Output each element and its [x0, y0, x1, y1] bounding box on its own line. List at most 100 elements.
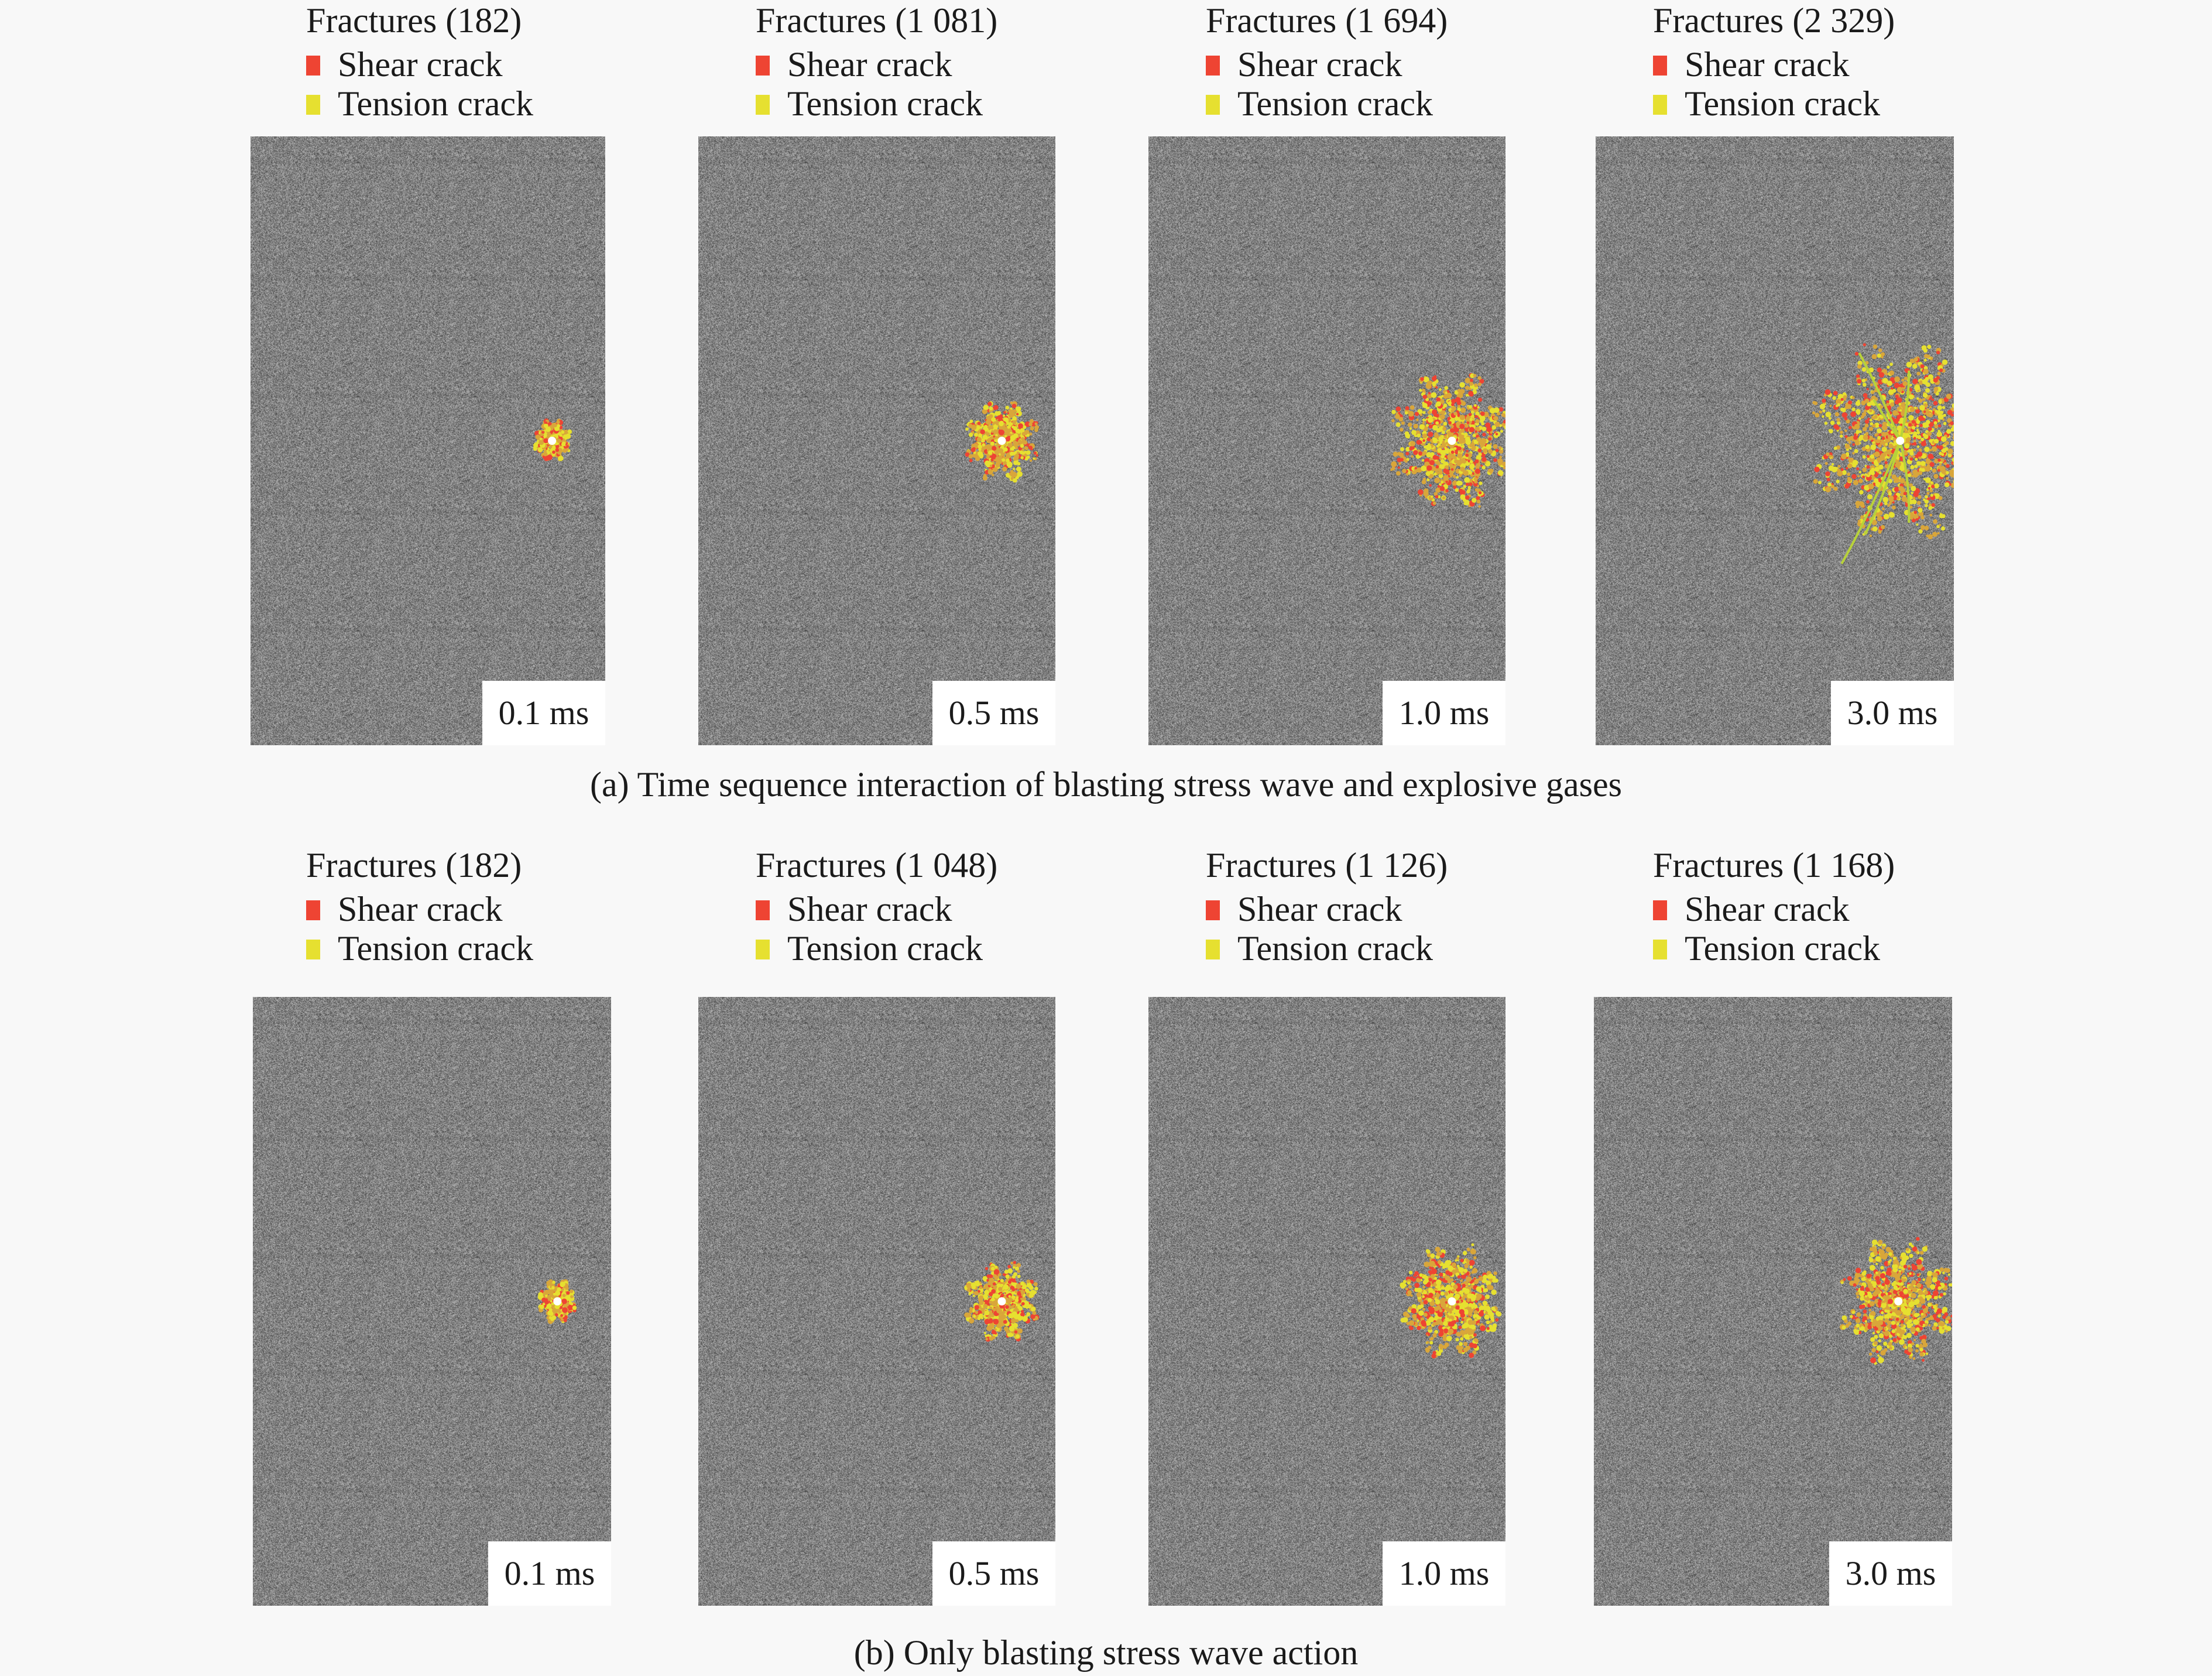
crack-mark — [1906, 437, 1911, 441]
crack-mark — [1435, 1300, 1440, 1304]
crack-mark — [989, 1310, 992, 1313]
crack-mark — [1841, 468, 1844, 471]
crack-mark — [1916, 461, 1921, 466]
crack-mark — [1017, 1305, 1021, 1310]
crack-mark — [1455, 488, 1459, 492]
crack-mark — [1429, 424, 1433, 429]
crack-mark — [540, 433, 543, 436]
crack-mark — [1488, 437, 1491, 441]
crack-mark — [1476, 1286, 1482, 1292]
crack-mark — [1928, 487, 1930, 489]
crack-mark — [1490, 431, 1493, 434]
crack-mark — [1475, 468, 1480, 474]
crack-mark — [1483, 1301, 1488, 1306]
crack-mark — [1926, 412, 1930, 416]
crack-mark — [1921, 525, 1925, 530]
crack-mark — [1013, 1266, 1015, 1269]
crack-mark — [1398, 467, 1400, 469]
crack-mark — [1469, 1266, 1473, 1269]
crack-mark — [1456, 1257, 1459, 1260]
crack-mark — [1453, 1320, 1456, 1324]
crack-mark — [1013, 478, 1017, 483]
crack-mark — [1886, 403, 1889, 406]
crack-mark — [1918, 508, 1922, 513]
crack-mark — [999, 421, 1004, 426]
crack-mark — [1898, 486, 1904, 491]
crack-mark — [1870, 534, 1872, 537]
crack-mark — [1435, 1247, 1440, 1252]
crack-mark — [570, 1290, 573, 1293]
crack-mark — [1022, 1316, 1028, 1322]
crack-mark — [1912, 426, 1915, 429]
crack-mark — [1436, 402, 1441, 407]
crack-mark — [1909, 430, 1911, 433]
crack-mark — [994, 1269, 999, 1274]
crack-mark — [1913, 448, 1916, 451]
crack-mark — [1880, 389, 1882, 391]
crack-mark — [1926, 420, 1930, 424]
crack-mark — [1016, 467, 1021, 472]
crack-mark — [1880, 455, 1885, 460]
crack-mark — [1889, 371, 1895, 376]
crack-mark — [1901, 379, 1904, 382]
simulation-image: 1.0 ms — [1148, 997, 1505, 1606]
crack-mark — [1438, 485, 1441, 488]
crack-mark — [1837, 403, 1840, 407]
crack-mark — [1422, 480, 1426, 485]
crack-mark — [1868, 484, 1874, 489]
crack-mark — [1923, 369, 1929, 374]
simulation-image: 0.5 ms — [698, 136, 1055, 745]
crack-mark — [1946, 429, 1951, 434]
crack-mark — [1837, 471, 1843, 477]
crack-mark — [1916, 372, 1921, 376]
crack-mark — [1813, 479, 1818, 484]
simulation-image: 1.0 ms — [1148, 136, 1505, 745]
crack-mark — [1435, 1290, 1438, 1293]
crack-mark — [1896, 397, 1901, 402]
legend-shear-label: Shear crack — [1237, 889, 1402, 930]
crack-mark — [1013, 1261, 1016, 1264]
crack-mark — [1943, 422, 1947, 426]
crack-mark — [971, 1283, 976, 1287]
crack-mark — [1030, 427, 1034, 431]
crack-mark — [989, 426, 993, 430]
crack-mark — [998, 1287, 1002, 1291]
crack-mark — [1022, 432, 1026, 436]
crack-mark — [1936, 376, 1940, 379]
crack-mark — [1481, 457, 1486, 462]
crack-mark — [1927, 345, 1931, 349]
crack-mark — [1033, 457, 1035, 460]
crack-mark — [533, 443, 538, 448]
crack-mark — [1445, 1260, 1450, 1266]
crack-mark — [1485, 1306, 1491, 1312]
crack-cluster — [251, 136, 605, 745]
crack-mark — [1469, 1336, 1472, 1339]
crack-mark — [560, 1314, 563, 1317]
crack-mark — [1440, 486, 1445, 491]
crack-mark — [1391, 410, 1396, 414]
crack-mark — [1453, 1284, 1458, 1289]
crack-mark — [990, 441, 994, 445]
crack-mark — [1938, 414, 1944, 420]
crack-mark — [1441, 443, 1446, 448]
crack-mark — [1478, 1303, 1481, 1306]
time-label: 0.1 ms — [488, 1541, 611, 1606]
crack-mark — [988, 468, 992, 472]
crack-mark — [1442, 496, 1445, 499]
crack-mark — [1857, 475, 1860, 477]
crack-mark — [1856, 467, 1859, 470]
shear-swatch-icon — [1206, 900, 1220, 920]
crack-mark — [1458, 1326, 1462, 1329]
crack-mark — [1473, 374, 1477, 378]
crack-mark — [1422, 389, 1425, 392]
crack-mark — [1000, 1317, 1004, 1320]
crack-mark — [1417, 1288, 1422, 1293]
crack-mark — [1487, 1275, 1491, 1279]
crack-mark — [1444, 386, 1448, 390]
crack-mark — [1027, 1280, 1030, 1283]
crack-mark — [1007, 1333, 1011, 1337]
crack-mark — [1445, 466, 1448, 469]
crack-mark — [1014, 1298, 1018, 1303]
crack-mark — [1939, 496, 1943, 500]
crack-mark — [1488, 449, 1493, 454]
